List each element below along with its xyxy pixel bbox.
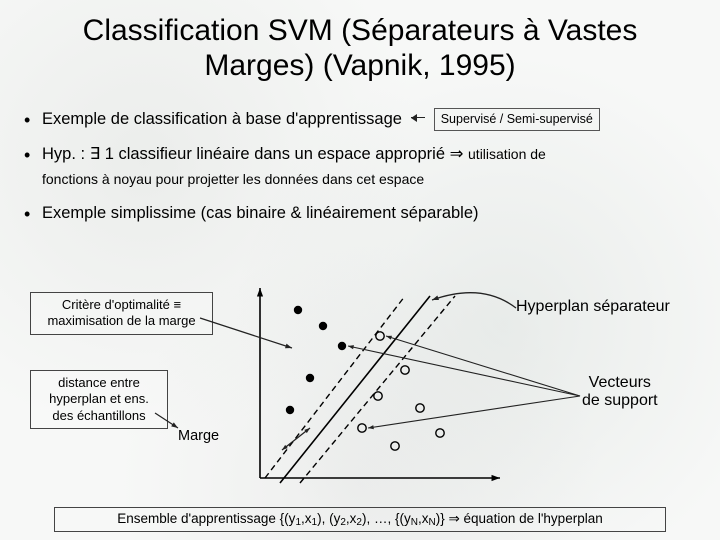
exists-symbol: ∃ [90, 145, 100, 163]
bt-m2: ), (y [317, 511, 340, 526]
b2-sub: fonctions à noyau pour projetter les don… [42, 171, 424, 187]
bt-sN: N [411, 517, 418, 528]
bt-m4: ), …, {(y [362, 511, 411, 526]
bt-m5: ,x [418, 511, 429, 526]
bullet-1-tag: Supervisé / Semi-supervisé [434, 108, 600, 131]
diagram-svg [0, 278, 720, 502]
bt-sNb: N [428, 517, 435, 528]
bt-m3: ,x [346, 511, 357, 526]
bullet-3: Exemple simplissime (cas binaire & linéa… [42, 201, 692, 226]
b2-c: utilisation de [468, 146, 546, 162]
slide-title: Classification SVM (Séparateurs à Vastes… [0, 0, 720, 89]
bullet-list: Exemple de classification à base d'appre… [0, 107, 720, 226]
bullet-1-text: Exemple de classification à base d'appre… [42, 110, 402, 128]
bt-m1: ,x [301, 511, 312, 526]
arrow-left-icon [411, 114, 429, 122]
bullet-1: Exemple de classification à base d'appre… [42, 107, 692, 132]
training-set-box: Ensemble d'apprentissage {(y1,x1), (y2,x… [54, 507, 666, 532]
b2-a: Hyp. : [42, 145, 90, 163]
implies-symbol: ⇒ [450, 145, 464, 163]
bullet-2: Hyp. : ∃ 1 classifieur linéaire dans un … [42, 142, 692, 192]
bt-pre: Ensemble d'apprentissage {(y [117, 511, 295, 526]
b2-b: 1 classifieur linéaire dans un espace ap… [100, 145, 449, 163]
diagram: Critère d'optimalité ≡ maximisation de l… [0, 278, 720, 502]
bt-post: )} ⇒ équation de l'hyperplan [436, 511, 603, 526]
